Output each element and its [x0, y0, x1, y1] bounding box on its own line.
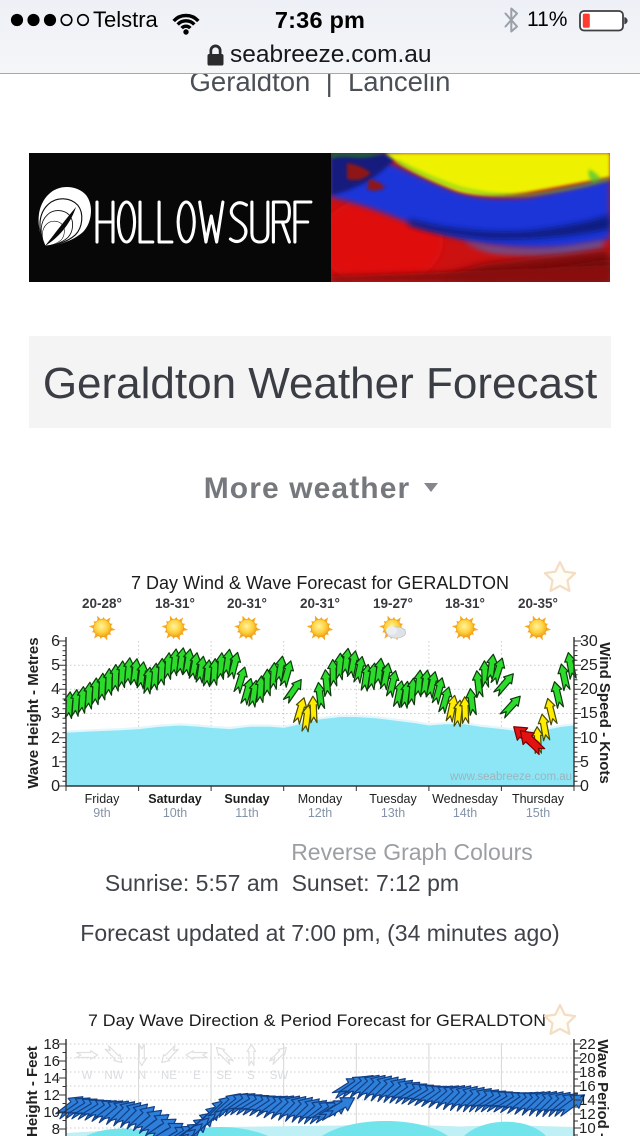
- svg-text:12: 12: [579, 1106, 596, 1123]
- svg-text:10: 10: [43, 1104, 60, 1121]
- svg-text:Wave Period - Seconds: Wave Period - Seconds: [594, 1039, 611, 1136]
- svg-text:12th: 12th: [308, 806, 332, 820]
- svg-text:NW: NW: [104, 1070, 123, 1082]
- svg-text:20-28°: 20-28°: [82, 596, 122, 611]
- svg-text:NE: NE: [161, 1070, 177, 1082]
- svg-text:5: 5: [51, 657, 60, 674]
- svg-text:SW: SW: [270, 1070, 289, 1082]
- svg-text:20-35°: 20-35°: [518, 596, 558, 611]
- svg-text:www.seabreeze.com.au: www.seabreeze.com.au: [449, 771, 572, 783]
- svg-text:N: N: [138, 1070, 146, 1082]
- svg-text:3: 3: [51, 705, 60, 722]
- svg-text:16: 16: [43, 1053, 60, 1070]
- svg-text:8: 8: [52, 1121, 60, 1136]
- svg-text:5: 5: [580, 754, 589, 771]
- svg-text:30: 30: [580, 633, 598, 650]
- svg-text:10: 10: [580, 730, 598, 747]
- svg-text:25: 25: [580, 657, 598, 674]
- svg-text:4: 4: [51, 681, 60, 698]
- svg-text:6: 6: [51, 633, 60, 650]
- svg-text:0: 0: [51, 778, 60, 795]
- svg-text:22: 22: [579, 1036, 596, 1053]
- svg-text:W: W: [82, 1070, 93, 1082]
- svg-text:S: S: [247, 1070, 255, 1082]
- svg-text:Saturday: Saturday: [148, 792, 202, 806]
- svg-text:19-27°: 19-27°: [373, 596, 413, 611]
- svg-text:14: 14: [43, 1070, 60, 1087]
- svg-text:Wave Height - Feet: Wave Height - Feet: [24, 1046, 41, 1136]
- svg-text:Sunday: Sunday: [224, 792, 269, 806]
- svg-text:1: 1: [51, 754, 60, 771]
- svg-text:13th: 13th: [381, 806, 405, 820]
- svg-text:18-31°: 18-31°: [155, 596, 195, 611]
- svg-text:Tuesday: Tuesday: [369, 792, 417, 806]
- svg-text:7 Day Wave Direction & Period: 7 Day Wave Direction & Period Forecast f…: [88, 1011, 546, 1030]
- svg-text:Wind Speed - Knots: Wind Speed - Knots: [596, 642, 613, 784]
- svg-text:14: 14: [579, 1092, 596, 1109]
- svg-text:11th: 11th: [235, 806, 258, 820]
- svg-text:E: E: [193, 1070, 201, 1082]
- svg-text:2: 2: [51, 730, 60, 747]
- svg-text:12: 12: [43, 1087, 60, 1104]
- svg-text:7 Day Wind & Wave Forecast for: 7 Day Wind & Wave Forecast for GERALDTON: [131, 573, 509, 593]
- svg-text:18: 18: [579, 1064, 596, 1081]
- svg-text:Wednesday: Wednesday: [432, 792, 499, 806]
- svg-text:Monday: Monday: [298, 792, 343, 806]
- svg-text:16: 16: [579, 1078, 596, 1095]
- svg-text:Thursday: Thursday: [512, 792, 565, 806]
- svg-text:Wave Height - Metres: Wave Height - Metres: [25, 637, 42, 788]
- svg-text:10th: 10th: [163, 806, 187, 820]
- svg-text:18-31°: 18-31°: [445, 596, 485, 611]
- svg-text:0: 0: [580, 778, 589, 795]
- svg-text:18: 18: [43, 1036, 60, 1053]
- svg-text:Friday: Friday: [85, 792, 120, 806]
- svg-text:10: 10: [579, 1120, 596, 1136]
- svg-text:15: 15: [580, 705, 598, 722]
- svg-text:14th: 14th: [453, 806, 477, 820]
- svg-text:20: 20: [579, 1050, 596, 1067]
- svg-text:15th: 15th: [526, 806, 550, 820]
- svg-text:20-31°: 20-31°: [227, 596, 267, 611]
- svg-text:20-31°: 20-31°: [300, 596, 340, 611]
- svg-text:20: 20: [580, 681, 598, 698]
- svg-text:9th: 9th: [93, 806, 110, 820]
- svg-text:SE: SE: [216, 1070, 232, 1082]
